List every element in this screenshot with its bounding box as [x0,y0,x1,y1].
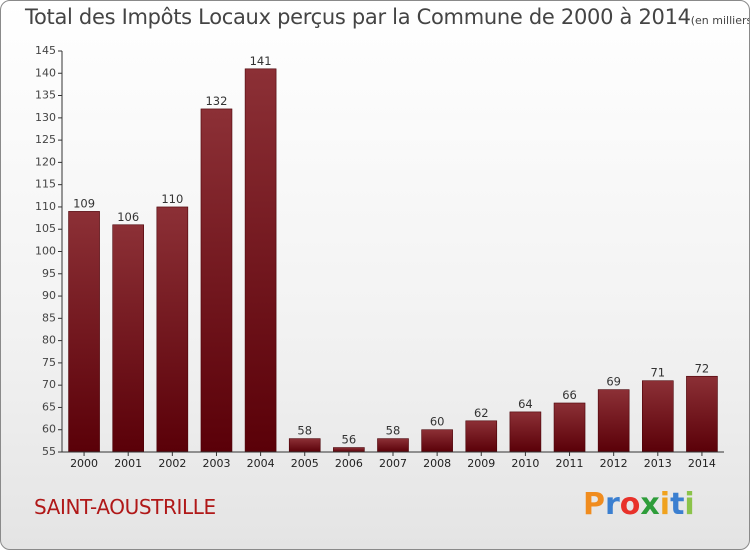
data-label-2000: 109 [73,196,95,210]
data-label-2012: 69 [606,375,621,389]
logo-letter: t [670,487,685,522]
bar-2010 [509,411,542,453]
bar-2013 [641,380,674,453]
logo-letter: P [583,487,605,522]
data-label-2002: 110 [161,192,183,206]
data-label-2013: 71 [650,366,665,380]
bar-2012 [597,389,630,453]
bar-2011 [553,402,586,453]
proxiti-logo: Proxiti [583,487,695,522]
x-tick-label-2012: 2012 [600,457,628,470]
logo-letter: x [640,487,660,522]
y-tick-label: 75 [42,356,56,369]
y-tick-label: 130 [35,111,56,124]
x-tick-label-2003: 2003 [202,457,230,470]
chart-unit-note: (en milliers d'€) [690,14,750,27]
y-tick-label: 145 [35,44,56,57]
data-label-2011: 66 [562,388,577,402]
commune-name: SAINT-AOUSTRILLE [34,495,216,519]
y-tick-label: 105 [35,222,56,235]
x-tick-label-2010: 2010 [511,457,539,470]
data-label-2005: 58 [297,424,312,438]
data-label-2014: 72 [695,361,710,375]
x-tick-label-2005: 2005 [291,457,319,470]
x-tick-label-2008: 2008 [423,457,451,470]
bar-2005 [288,438,321,453]
x-tick-label-2014: 2014 [688,457,716,470]
data-label-2007: 58 [386,424,401,438]
bar-2014 [686,375,718,453]
y-tick-label: 100 [35,245,56,258]
bar-2009 [465,420,498,453]
data-label-2009: 62 [474,406,489,420]
x-tick-label-2013: 2013 [644,457,672,470]
x-axis: 2000 2001 2002 2003 2004 2005 2006 2007 2008 2009… [62,451,724,470]
x-tick-label-2009: 2009 [467,457,495,470]
y-tick-label: 125 [35,133,56,146]
y-tick-label: 115 [35,178,56,191]
y-tick-label: 60 [42,423,56,436]
y-tick-label: 95 [42,267,56,280]
y-tick-label: 80 [42,334,56,347]
logo-letter: r [605,487,620,522]
y-tick-label: 55 [42,445,56,458]
chart-title-main: Total des Impôts Locaux perçus par la Co… [25,5,691,29]
logo-letter: i [659,487,671,522]
data-label-2006: 56 [342,433,357,447]
bar-2007 [377,438,409,453]
y-tick-label: 85 [42,311,56,324]
y-tick-label: 90 [42,289,56,302]
x-tick-label-2001: 2001 [114,457,142,470]
bar-2003 [200,108,233,453]
x-tick-label-2007: 2007 [379,457,407,470]
data-label-2004: 141 [250,54,272,68]
chart-title: Total des Impôts Locaux perçus par la Co… [25,5,750,29]
x-tick-label-2006: 2006 [335,457,363,470]
y-tick-label: 120 [35,155,56,168]
y-tick-label: 135 [35,89,56,102]
bar-2006 [333,447,365,453]
x-tick-label-2000: 2000 [70,457,98,470]
data-label-2003: 132 [205,94,227,108]
y-tick-label: 140 [35,66,56,79]
y-tick-label: 65 [42,400,56,413]
x-tick-label-2011: 2011 [556,457,584,470]
bar-2000 [68,211,100,453]
bar-2004 [244,68,277,453]
x-tick-label-2002: 2002 [158,457,186,470]
logo-letter: o [619,487,641,522]
bar-2002 [156,206,189,453]
data-label-2010: 64 [518,397,533,411]
logo-letter: i [684,487,695,522]
x-tick-label-2004: 2004 [247,457,275,470]
data-label-2001: 106 [117,210,139,224]
y-axis: 55 60 65 70 75 80 85 90 95 100 105 110 115 120 125 130 1… [35,44,63,458]
bar-2001 [112,224,144,453]
y-tick-label: 70 [42,378,56,391]
bar-2008 [421,429,453,453]
data-label-2008: 60 [430,415,445,429]
y-tick-label: 110 [35,200,56,213]
bars: 109 106 110 132 141 58 56 58 60 62 64 66 69 71 72 [68,54,718,453]
